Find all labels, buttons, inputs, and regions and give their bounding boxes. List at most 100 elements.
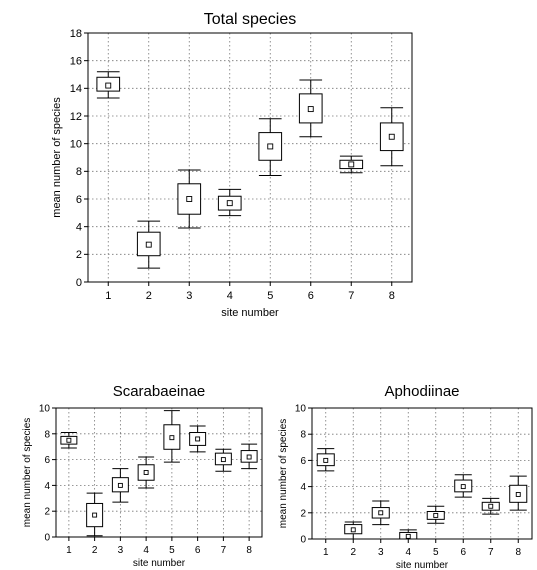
x-tick-label: 3 xyxy=(186,290,192,302)
x-axis-label: site number xyxy=(221,307,279,319)
box-site-8 xyxy=(240,443,258,470)
y-tick-label: 0 xyxy=(76,277,82,289)
box-site-5 xyxy=(163,410,181,463)
y-tick-label: 10 xyxy=(70,139,82,151)
x-tick-label: 7 xyxy=(221,545,227,556)
x-tick-label: 2 xyxy=(92,545,98,556)
y-tick-label: 12 xyxy=(70,111,82,123)
chart-title: Scarabaeinae xyxy=(113,383,206,400)
chart-title: Aphodiinae xyxy=(384,383,459,400)
mean-marker xyxy=(195,436,201,442)
box-site-4 xyxy=(137,456,155,489)
box-site-1 xyxy=(96,71,121,99)
box-site-1 xyxy=(316,448,335,472)
box-site-4 xyxy=(399,529,418,540)
mean-marker xyxy=(143,470,149,475)
mean-marker xyxy=(186,196,193,202)
y-tick-label: 10 xyxy=(39,404,51,415)
x-tick-label: 3 xyxy=(118,545,124,556)
mean-marker xyxy=(378,510,384,516)
x-tick-label: 8 xyxy=(246,545,252,556)
box-site-1 xyxy=(60,432,78,449)
mean-marker xyxy=(405,533,411,539)
box-site-7 xyxy=(214,448,232,472)
plot-frame xyxy=(55,407,263,538)
x-tick-label: 2 xyxy=(146,290,152,302)
mean-marker xyxy=(220,457,226,463)
x-tick-label: 6 xyxy=(460,547,466,558)
mean-marker xyxy=(348,161,355,168)
x-tick-label: 1 xyxy=(66,545,72,556)
x-tick-label: 7 xyxy=(488,547,494,558)
x-tick-label: 8 xyxy=(389,290,395,302)
y-tick-label: 0 xyxy=(44,533,50,544)
y-tick-label: 16 xyxy=(70,56,82,68)
mean-marker xyxy=(350,527,356,533)
plot-frame xyxy=(87,32,413,283)
y-tick-label: 14 xyxy=(70,83,82,95)
y-tick-label: 2 xyxy=(300,508,306,519)
x-tick-label: 8 xyxy=(515,547,521,558)
box-site-7 xyxy=(339,155,364,174)
mean-marker xyxy=(433,512,439,518)
mean-marker xyxy=(267,143,274,150)
y-tick-label: 4 xyxy=(300,482,306,493)
box-site-6 xyxy=(454,474,473,498)
x-axis-label: site number xyxy=(396,560,449,570)
mean-marker xyxy=(323,457,329,463)
box-site-7 xyxy=(481,497,500,515)
mean-marker xyxy=(460,484,466,490)
box-site-8 xyxy=(509,475,528,511)
y-tick-label: 6 xyxy=(300,456,306,467)
x-tick-label: 5 xyxy=(267,290,273,302)
box-site-3 xyxy=(371,500,390,526)
y-tick-label: 4 xyxy=(76,222,82,234)
box-site-4 xyxy=(217,188,242,217)
box-site-3 xyxy=(111,468,129,503)
mean-marker xyxy=(92,512,98,518)
x-tick-label: 2 xyxy=(350,547,356,558)
x-tick-label: 5 xyxy=(433,547,439,558)
box-site-8 xyxy=(379,107,404,167)
mean-marker xyxy=(105,82,112,89)
y-tick-label: 8 xyxy=(76,166,82,178)
box-site-2 xyxy=(344,521,363,540)
mean-marker xyxy=(388,133,395,140)
y-tick-label: 2 xyxy=(44,507,50,518)
y-tick-label: 10 xyxy=(295,404,307,415)
x-tick-label: 7 xyxy=(348,290,354,302)
x-tick-label: 3 xyxy=(378,547,384,558)
mean-marker xyxy=(145,241,152,248)
plot-frame xyxy=(311,407,533,540)
box-site-5 xyxy=(426,505,445,524)
mean-marker xyxy=(307,106,314,113)
y-tick-label: 0 xyxy=(300,535,306,546)
x-tick-label: 6 xyxy=(195,545,201,556)
mean-marker xyxy=(226,200,233,207)
y-tick-label: 8 xyxy=(300,430,306,441)
y-axis-label: mean number of species xyxy=(278,419,289,529)
x-tick-label: 4 xyxy=(405,547,411,558)
mean-marker xyxy=(117,482,123,488)
x-tick-label: 4 xyxy=(227,290,233,302)
x-axis-label: site number xyxy=(133,558,186,569)
y-axis-label: mean number of species xyxy=(51,97,63,218)
y-tick-label: 4 xyxy=(44,481,50,492)
box-site-6 xyxy=(189,425,207,453)
box-site-3 xyxy=(177,169,202,229)
x-tick-label: 1 xyxy=(105,290,111,302)
box-site-2 xyxy=(136,220,161,269)
x-tick-label: 4 xyxy=(143,545,149,556)
y-axis-label: mean number of species xyxy=(22,418,33,528)
y-tick-label: 6 xyxy=(44,455,50,466)
mean-marker xyxy=(169,435,175,441)
mean-marker xyxy=(488,503,494,509)
x-tick-label: 5 xyxy=(169,545,175,556)
x-tick-label: 6 xyxy=(308,290,314,302)
box-site-2 xyxy=(86,492,104,537)
chart-title: Total species xyxy=(204,11,297,28)
mean-marker xyxy=(246,454,252,460)
